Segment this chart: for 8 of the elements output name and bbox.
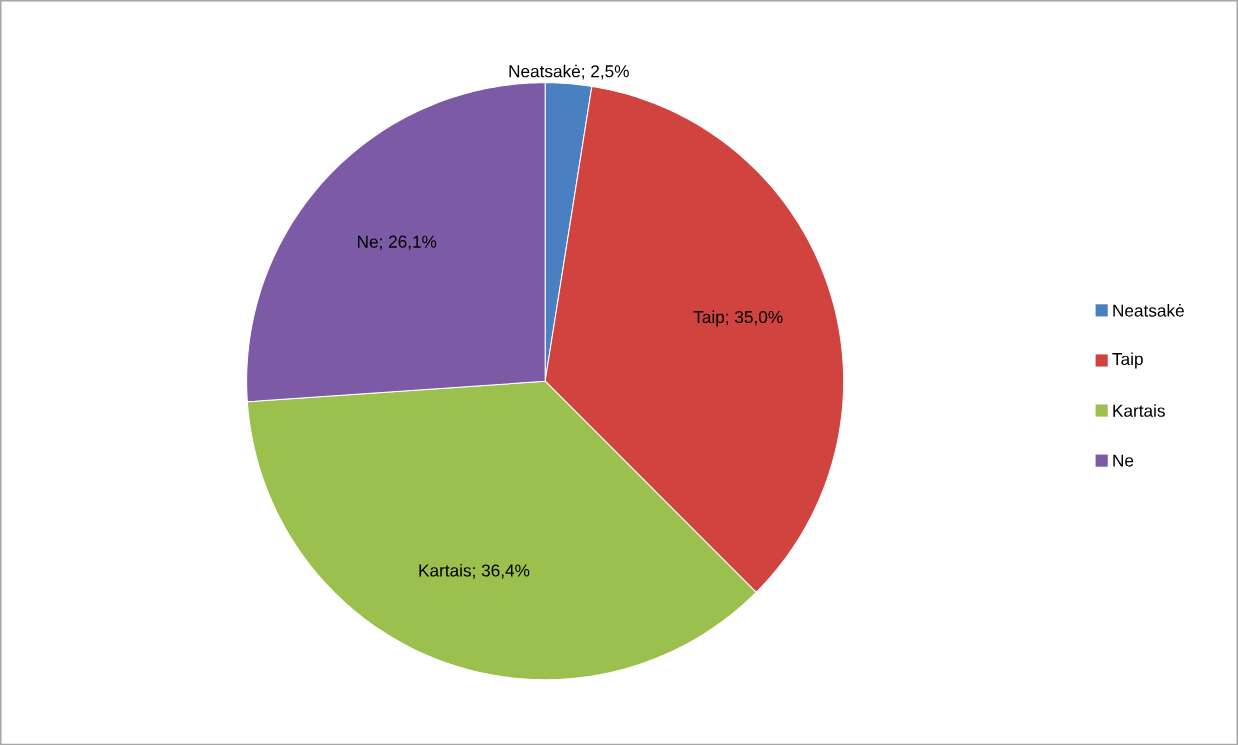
legend-label: Neatsakė: [1113, 303, 1184, 317]
data-label: Ne; 26,1%: [357, 235, 437, 250]
data-label: Taip; 35,0%: [693, 310, 783, 327]
legend-label: Taip: [1112, 352, 1143, 369]
data-label: Kartais; 36,4%: [419, 563, 530, 579]
legend-label: Ne: [1113, 454, 1134, 467]
data-label: Neatsakė; 2,5%: [509, 64, 629, 80]
legend-label: Kartais: [1113, 404, 1165, 417]
